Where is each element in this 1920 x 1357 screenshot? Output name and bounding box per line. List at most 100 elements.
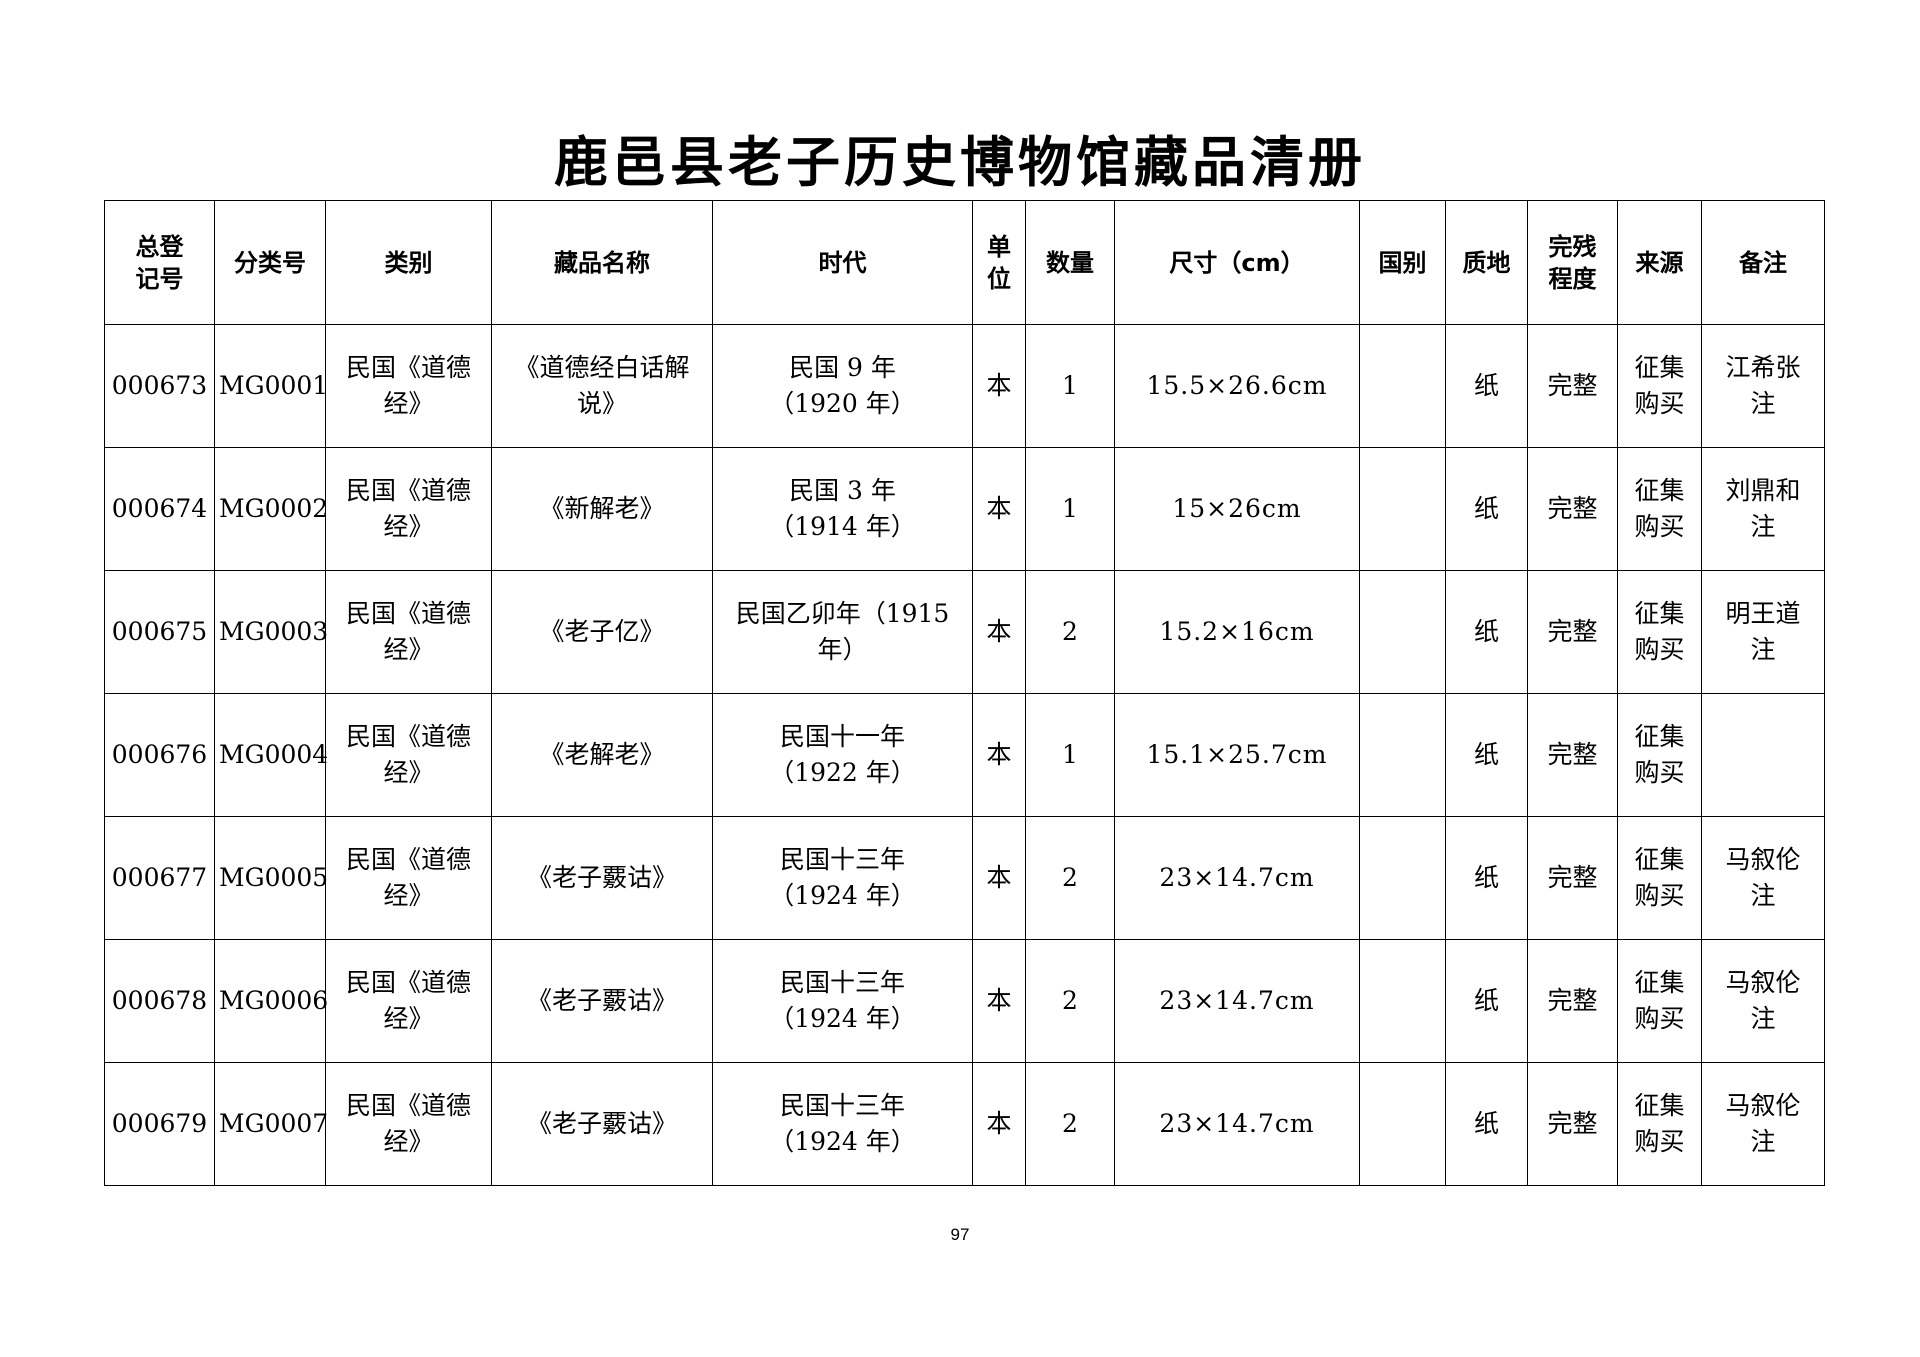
- cell-reg-no: 000677: [104, 816, 215, 940]
- cell-condition: 完整: [1527, 324, 1618, 448]
- cell-condition: 完整: [1527, 570, 1618, 694]
- cell-era: 民国乙卯年（1915 年）: [712, 570, 973, 694]
- cell-reg-no: 000673: [104, 324, 215, 448]
- page-title: 鹿邑县老子历史博物馆藏品清册: [554, 131, 1366, 194]
- header-qty: 数量: [1025, 200, 1115, 325]
- header-remark: 备注: [1701, 200, 1825, 325]
- cell-category: 民国《道德 经》: [325, 324, 492, 448]
- cell-material: 纸: [1445, 324, 1528, 448]
- cell-remark: 明王道 注: [1701, 570, 1825, 694]
- page-number: 97: [950, 1225, 970, 1244]
- cell-condition: 完整: [1527, 447, 1618, 571]
- cell-era: 民国 9 年 （1920 年）: [712, 324, 973, 448]
- cell-country: [1359, 324, 1446, 448]
- table-row: 000679 MG0007 民国《道德 经》 《老子覈诂》 民国十三年 （1924 年）…: [104, 1062, 1825, 1186]
- cell-condition: 完整: [1527, 939, 1618, 1063]
- cell-name: 《老子覈诂》: [491, 1062, 713, 1186]
- cell-class-no: MG0001: [214, 324, 328, 448]
- cell-size: 23×14.7cm: [1114, 939, 1360, 1063]
- cell-qty: 2: [1025, 570, 1115, 694]
- cell-class-no: MG0002: [214, 447, 328, 571]
- cell-era: 民国十三年 （1924 年）: [712, 939, 973, 1063]
- header-condition: 完残 程度: [1527, 200, 1618, 325]
- header-era: 时代: [712, 200, 973, 325]
- cell-unit: 本: [972, 1062, 1026, 1186]
- cell-era: 民国十三年 （1924 年）: [712, 1062, 973, 1186]
- cell-material: 纸: [1445, 816, 1528, 940]
- cell-name: 《道德经白话解 说》: [491, 324, 713, 448]
- cell-era: 民国十一年 （1922 年）: [712, 693, 973, 817]
- cell-country: [1359, 570, 1446, 694]
- header-unit: 单 位: [972, 200, 1026, 325]
- cell-condition: 完整: [1527, 1062, 1618, 1186]
- cell-size: 15.2×16cm: [1114, 570, 1360, 694]
- table-row: 000673 MG0001 民国《道德 经》 《道德经白话解 说》 民国 9 年 （19…: [104, 324, 1825, 448]
- cell-remark: 刘鼎和 注: [1701, 447, 1825, 571]
- cell-country: [1359, 1062, 1446, 1186]
- header-class-no: 分类号: [214, 200, 326, 325]
- cell-remark: 马叙伦 注: [1701, 939, 1825, 1063]
- table-row: 000676 MG0004 民国《道德 经》 《老解老》 民国十一年 （1922 年）本…: [104, 693, 1825, 817]
- cell-name: 《老子覈诂》: [491, 816, 713, 940]
- cell-country: [1359, 693, 1446, 817]
- cell-country: [1359, 447, 1446, 571]
- cell-name: 《老子覈诂》: [491, 939, 713, 1063]
- cell-name: 《新解老》: [491, 447, 713, 571]
- cell-category: 民国《道德 经》: [325, 816, 492, 940]
- table-row: 000674 MG0002 民国《道德 经》 《新解老》 民国 3 年 （1914 年）…: [104, 447, 1825, 571]
- cell-condition: 完整: [1527, 816, 1618, 940]
- cell-source: 征集 购买: [1617, 324, 1702, 448]
- cell-source: 征集 购买: [1617, 1062, 1702, 1186]
- header-material: 质地: [1445, 200, 1528, 325]
- header-source: 来源: [1617, 200, 1702, 325]
- cell-category: 民国《道德 经》: [325, 570, 492, 694]
- cell-condition: 完整: [1527, 693, 1618, 817]
- cell-qty: 1: [1025, 324, 1115, 448]
- cell-name: 《老子亿》: [491, 570, 713, 694]
- cell-unit: 本: [972, 816, 1026, 940]
- cell-material: 纸: [1445, 570, 1528, 694]
- cell-unit: 本: [972, 447, 1026, 571]
- cell-reg-no: 000679: [104, 1062, 215, 1186]
- cell-source: 征集 购买: [1617, 447, 1702, 571]
- collection-table: 总登 记号 分类号 类别 藏品名称 时代 单 位 数量 尺寸（cm） 国别 质地…: [104, 200, 1825, 1186]
- header-reg-no: 总登 记号: [104, 200, 215, 325]
- cell-category: 民国《道德 经》: [325, 447, 492, 571]
- cell-country: [1359, 816, 1446, 940]
- cell-qty: 1: [1025, 693, 1115, 817]
- header-row: 总登 记号 分类号 类别 藏品名称 时代 单 位 数量 尺寸（cm） 国别 质地…: [104, 200, 1825, 325]
- cell-country: [1359, 939, 1446, 1063]
- table-row: 000678 MG0006 民国《道德 经》 《老子覈诂》 民国十三年 （1924 年）…: [104, 939, 1825, 1063]
- cell-source: 征集 购买: [1617, 570, 1702, 694]
- cell-class-no: MG0005: [214, 816, 328, 940]
- cell-size: 15.5×26.6cm: [1114, 324, 1360, 448]
- cell-qty: 2: [1025, 939, 1115, 1063]
- cell-category: 民国《道德 经》: [325, 693, 492, 817]
- cell-size: 23×14.7cm: [1114, 816, 1360, 940]
- cell-category: 民国《道德 经》: [325, 939, 492, 1063]
- cell-remark: 马叙伦 注: [1701, 816, 1825, 940]
- cell-reg-no: 000676: [104, 693, 215, 817]
- cell-class-no: MG0004: [214, 693, 328, 817]
- cell-size: 15×26cm: [1114, 447, 1360, 571]
- cell-remark: 马叙伦 注: [1701, 1062, 1825, 1186]
- header-size: 尺寸（cm）: [1114, 200, 1360, 325]
- header-country: 国别: [1359, 200, 1446, 325]
- header-name: 藏品名称: [491, 200, 713, 325]
- cell-size: 15.1×25.7cm: [1114, 693, 1360, 817]
- cell-source: 征集 购买: [1617, 693, 1702, 817]
- cell-class-no: MG0007: [214, 1062, 328, 1186]
- cell-material: 纸: [1445, 693, 1528, 817]
- table-row: 000677 MG0005 民国《道德 经》 《老子覈诂》 民国十三年 （1924 年）…: [104, 816, 1825, 940]
- cell-qty: 2: [1025, 816, 1115, 940]
- cell-era: 民国 3 年 （1914 年）: [712, 447, 973, 571]
- cell-material: 纸: [1445, 447, 1528, 571]
- cell-reg-no: 000675: [104, 570, 215, 694]
- cell-remark: 江希张 注: [1701, 324, 1825, 448]
- table-row: 000675 MG0003 民国《道德 经》 《老子亿》 民国乙卯年（1915 年）本 2…: [104, 570, 1825, 694]
- cell-source: 征集 购买: [1617, 939, 1702, 1063]
- cell-era: 民国十三年 （1924 年）: [712, 816, 973, 940]
- cell-class-no: MG0003: [214, 570, 328, 694]
- cell-unit: 本: [972, 324, 1026, 448]
- cell-class-no: MG0006: [214, 939, 328, 1063]
